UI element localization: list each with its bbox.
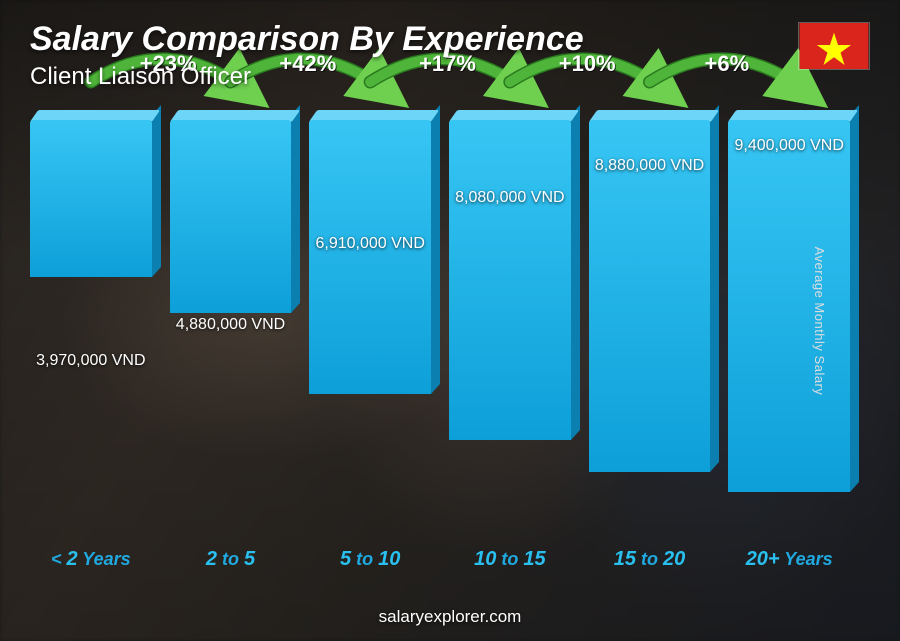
x-axis-label: 2 to 5 [170,548,292,571]
header: Salary Comparison By Experience Client L… [30,20,870,91]
bar-slot: 8,080,000 VND [449,120,571,543]
vietnam-flag-icon [798,22,870,70]
chart-subtitle: Client Liaison Officer [30,63,870,91]
bar-value-label: 6,910,000 VND [315,235,424,253]
bar-side-face [291,105,300,313]
bar-front [449,120,571,440]
x-axis-label: < 2 Years [30,548,152,571]
bar-slot: 3,970,000 VND [30,120,152,543]
bar-side-face [710,105,719,472]
bar [449,120,571,440]
chart-title: Salary Comparison By Experience [30,20,870,59]
bar-side-face [431,105,440,394]
bar-front [170,120,292,313]
bars-row: 3,970,000 VND 4,880,000 VND 6,910,000 VND 8… [30,120,850,543]
bar-value-label: 8,080,000 VND [455,189,564,207]
x-axis-label: 5 to 10 [309,548,431,571]
y-axis-label: Average Monthly Salary [812,246,827,395]
x-axis-label: 10 to 15 [449,548,571,571]
bar-front [309,120,431,394]
bar-slot: 8,880,000 VND [589,120,711,543]
bar-side-face [571,105,580,440]
bar [309,120,431,394]
bar-slot: 9,400,000 VND [728,120,850,543]
x-axis-label: 20+ Years [728,548,850,571]
x-axis-label: 15 to 20 [589,548,711,571]
bar-side-face [850,105,859,492]
x-axis-labels: < 2 Years 2 to 5 5 to 10 10 to 15 15 to 20 20… [30,548,850,571]
bar-value-label: 4,880,000 VND [176,316,285,334]
bar [30,120,152,277]
footer-source: salaryexplorer.com [0,607,900,627]
bar-front [728,120,850,492]
bar-side-face [152,105,161,277]
chart-area: 3,970,000 VND 4,880,000 VND 6,910,000 VND 8… [30,120,850,571]
bar-front [30,120,152,277]
bar-value-label: 8,880,000 VND [595,157,704,175]
bar-slot: 6,910,000 VND [309,120,431,543]
bar-value-label: 9,400,000 VND [734,137,843,155]
bar-value-label: 3,970,000 VND [36,352,145,370]
bar [170,120,292,313]
bar-slot: 4,880,000 VND [170,120,292,543]
bar [728,120,850,492]
